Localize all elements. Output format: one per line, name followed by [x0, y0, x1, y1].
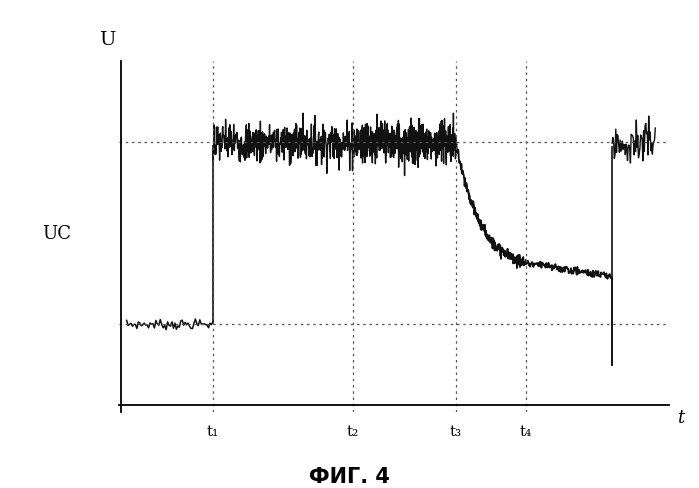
Text: t₂: t₂: [347, 424, 359, 438]
Text: U: U: [99, 31, 116, 48]
Text: ФИГ. 4: ФИГ. 4: [309, 466, 390, 486]
Text: UС: UС: [42, 225, 71, 243]
Text: t₃: t₃: [449, 424, 462, 438]
Text: t₄: t₄: [519, 424, 532, 438]
Text: t₁: t₁: [207, 424, 219, 438]
Text: t: t: [677, 408, 684, 427]
